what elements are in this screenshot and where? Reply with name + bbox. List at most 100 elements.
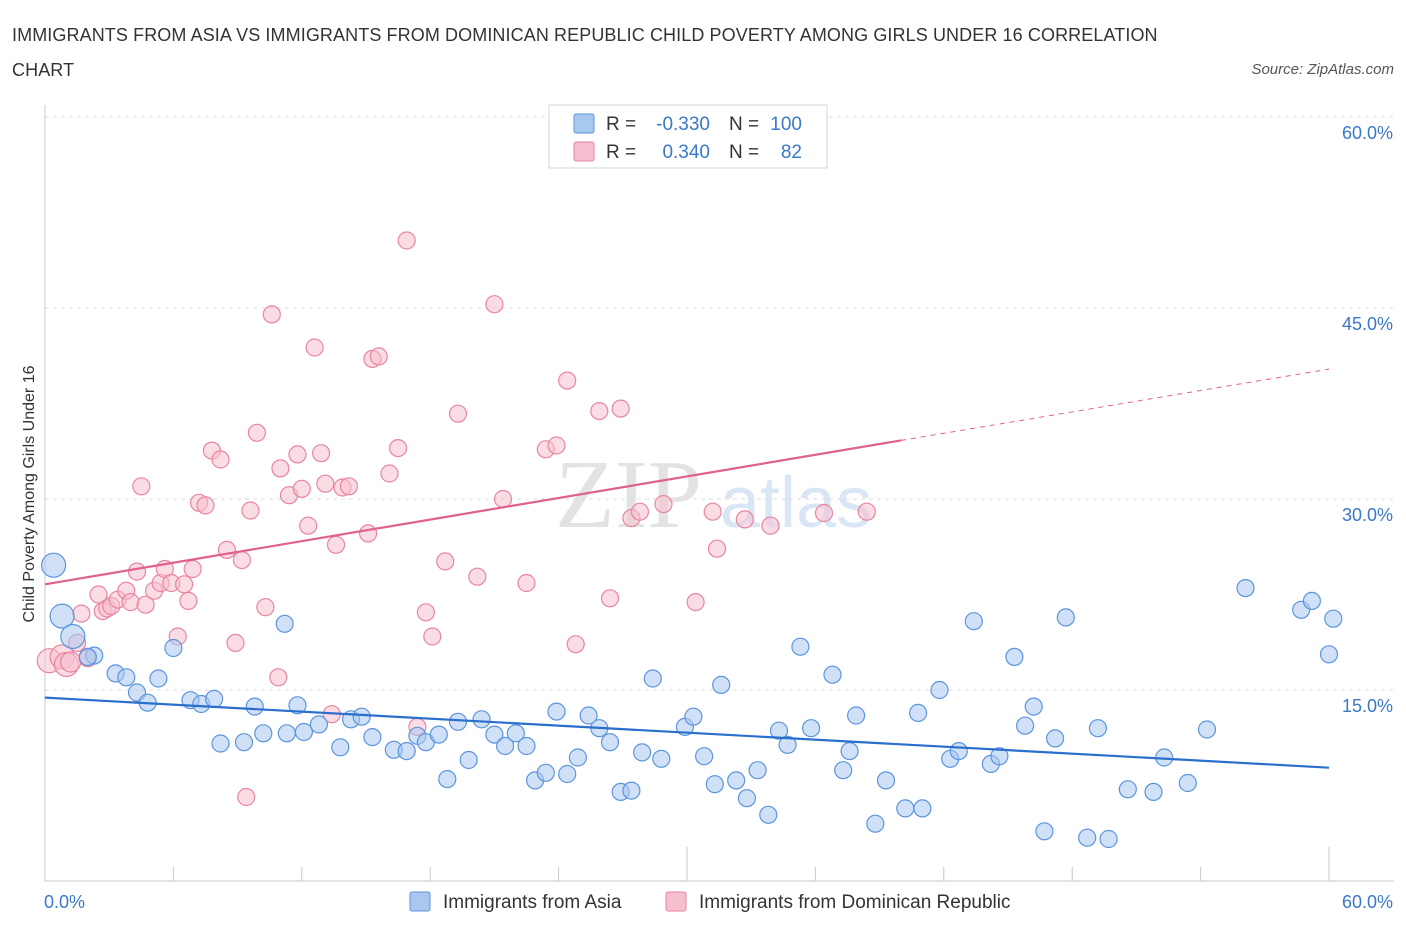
dominican-point-50 [359, 524, 378, 543]
asia-point-66 [823, 665, 842, 684]
asia-point-49 [622, 781, 641, 800]
dominican-point-79 [761, 516, 780, 535]
asia-point-57 [712, 675, 731, 695]
asia-point-19 [254, 724, 273, 743]
dominican-point-61 [468, 567, 487, 586]
asia-point-94 [1197, 720, 1217, 739]
dominican-point-30 [226, 633, 245, 653]
asia-point-50 [632, 743, 652, 762]
dominican-point-53 [380, 464, 399, 483]
y-tick-label-15: 15.0% [1342, 696, 1393, 716]
dominican-point-22 [175, 575, 194, 594]
asia-point-81 [1005, 647, 1024, 667]
asia-point-99 [1324, 609, 1343, 628]
trend-line-dominican-extension [900, 368, 1330, 441]
watermark-atlas: atlas [720, 463, 872, 543]
dominican-point-38 [271, 459, 290, 478]
asia-point-72 [896, 799, 915, 818]
asia-point-36 [485, 725, 504, 744]
dominican-point-68 [566, 635, 585, 654]
dominican-point-58 [423, 627, 442, 646]
y-tick-labels: 15.0% 30.0% 45.0% 60.0% [1342, 123, 1393, 716]
asia-point-91 [1144, 782, 1163, 802]
asia-point-33 [448, 712, 468, 731]
x-tick-label-max: 60.0% [1342, 892, 1393, 912]
asia-point-71 [876, 771, 896, 790]
asia-point-41 [536, 763, 555, 782]
dominican-point-55 [397, 231, 416, 250]
asia-point-98 [1302, 591, 1322, 611]
y-tick-label-45: 45.0% [1342, 314, 1393, 334]
legend-swatch-asia [573, 113, 595, 134]
dominican-point-67 [558, 371, 577, 390]
series-legend: Immigrants from Asia Immigrants from Dom… [409, 891, 1011, 913]
asia-point-68 [840, 741, 859, 761]
asia-point-13 [245, 697, 264, 716]
dominican-point-62 [485, 295, 504, 314]
asia-point-67 [834, 761, 853, 780]
asia-point-38 [506, 724, 525, 743]
asia-point-82 [1015, 716, 1035, 735]
asia-point-95 [1236, 578, 1255, 598]
dominican-point-23 [179, 591, 198, 611]
dominican-point-76 [703, 502, 722, 521]
asia-point-78 [964, 612, 983, 631]
dominican-point-33 [241, 501, 260, 520]
series-asia [40, 552, 1343, 849]
dominican-point-54 [389, 439, 408, 458]
asia-point-6 [117, 668, 136, 687]
dominican-point-5 [72, 604, 91, 623]
asia-point-85 [1045, 729, 1065, 748]
legend-n-value-dominican: 82 [781, 142, 802, 163]
asia-point-97 [1319, 645, 1339, 664]
asia-point-4 [78, 647, 97, 667]
asia-point-7 [149, 669, 168, 688]
dominican-point-81 [857, 502, 876, 521]
dominican-point-41 [292, 479, 311, 498]
dominican-point-36 [262, 305, 281, 324]
legend-r-value-dominican: 0.340 [662, 142, 710, 163]
asia-point-65 [801, 719, 821, 738]
grid-lines [45, 116, 1394, 691]
y-tick-label-60: 60.0% [1342, 123, 1393, 143]
legend-swatch-dominican [573, 141, 595, 162]
dominican-point-66 [547, 436, 566, 455]
dominican-point-7 [89, 585, 108, 604]
dominican-point-26 [196, 496, 215, 515]
dominican-point-37 [269, 668, 288, 687]
asia-point-12 [205, 689, 224, 709]
chart-title: IMMIGRANTS FROM ASIA VS IMMIGRANTS FROM … [12, 25, 1158, 80]
stats-legend: R = -0.330 N = 100 R = 0.340 N = 82 [548, 104, 828, 169]
asia-point-87 [1078, 828, 1097, 847]
asia-point-61 [759, 805, 778, 824]
asia-point-70 [866, 814, 885, 833]
x-tick-label-min: 0.0% [44, 892, 85, 912]
dominican-point-69 [590, 402, 609, 421]
dominican-point-77 [707, 539, 727, 558]
dominican-point-34 [247, 423, 266, 442]
dominican-point-49 [339, 477, 358, 496]
bottom-legend-label-dominican: Immigrants from Dominican Republic [699, 892, 1011, 913]
dominican-point-42 [299, 516, 318, 535]
asia-point-69 [846, 706, 866, 725]
dominican-point-45 [316, 474, 335, 493]
dominican-point-73 [630, 502, 650, 521]
asia-point-25 [352, 707, 371, 726]
dominican-point-28 [211, 450, 230, 469]
asia-point-18 [234, 733, 254, 752]
asia-point-23 [331, 738, 350, 757]
dominican-point-63 [493, 489, 513, 509]
asia-point-86 [1056, 608, 1075, 627]
asia-point-74 [913, 799, 932, 818]
legend-n-value-asia: 100 [770, 114, 802, 135]
dominican-point-80 [814, 503, 834, 523]
asia-point-59 [737, 789, 757, 808]
bottom-legend-swatch-dominican [665, 891, 687, 912]
legend-n-label-asia: N = [729, 114, 759, 135]
asia-point-43 [558, 764, 577, 784]
dominican-point-3 [60, 651, 82, 673]
asia-point-64 [791, 637, 810, 656]
asia-point-77 [949, 741, 968, 761]
dominican-point-40 [288, 445, 307, 464]
